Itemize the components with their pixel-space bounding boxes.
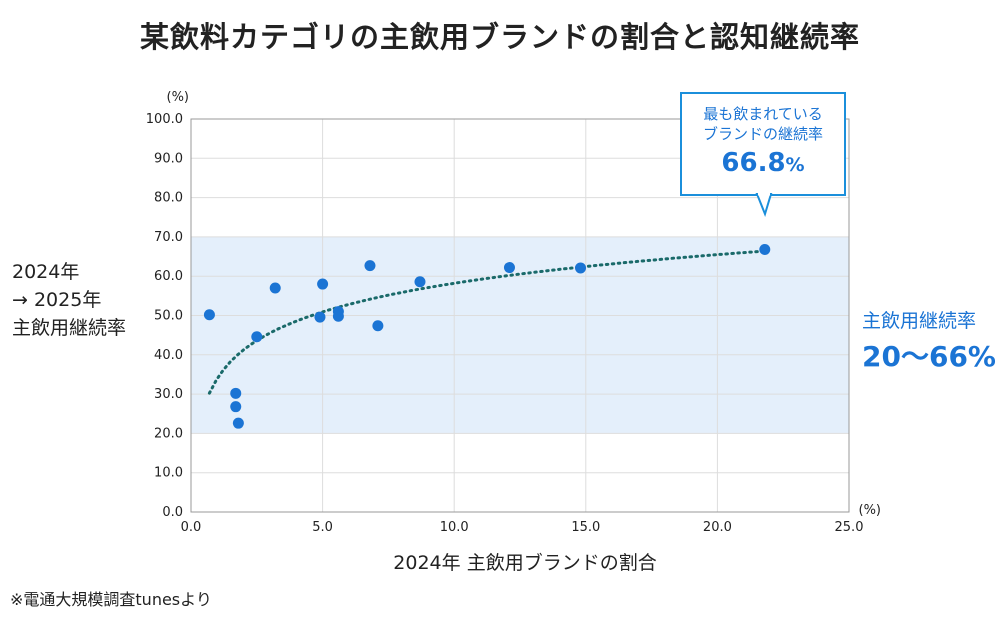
y-tick-label: 80.0: [154, 191, 183, 206]
y-tick-label: 30.0: [154, 387, 183, 402]
source-note: ※電通大規模調査tunesより: [10, 590, 212, 609]
y-tick-label: 50.0: [154, 309, 183, 324]
callout-value: 66.8%: [682, 148, 844, 178]
y-tick-label: 90.0: [154, 151, 183, 166]
x-tick-label: 25.0: [835, 520, 864, 535]
data-point: [203, 309, 215, 321]
trend-line: [207, 249, 767, 395]
data-point: [372, 320, 384, 332]
data-point: [364, 260, 376, 272]
y-tick-label: 60.0: [154, 269, 183, 284]
plot-frame: [190, 118, 850, 513]
data-point: [317, 278, 329, 290]
retention-range-label: 主飲用継続率 20〜66%: [862, 306, 996, 375]
top-brand-callout: 最も飲まれている ブランドの継続率 66.8%: [680, 92, 846, 196]
data-point: [575, 262, 587, 274]
x-axis-label: 2024年 主飲用ブランドの割合: [393, 552, 657, 574]
callout-line-2: ブランドの継続率: [702, 125, 823, 143]
y-axis-label: 2024年 → 2025年 主飲用継続率: [12, 258, 126, 342]
x-tick-label: 10.0: [440, 520, 469, 535]
y-tick-label: 100.0: [146, 112, 183, 127]
x-tick-label: 0.0: [181, 520, 202, 535]
x-tick-label: 15.0: [571, 520, 600, 535]
chart-title: 某飲料カテゴリの主飲用ブランドの割合と認知継続率: [139, 20, 860, 54]
x-tick-label: 5.0: [312, 520, 333, 535]
y-axis-label-line-1: 2024年: [12, 261, 80, 283]
data-point: [503, 262, 515, 274]
data-point: [332, 310, 344, 322]
y-tick-label: 0.0: [162, 505, 183, 520]
y-tick-label: 70.0: [154, 230, 183, 245]
data-point: [230, 401, 242, 413]
y-axis-label-line-3: 主飲用継続率: [12, 317, 127, 339]
y-axis-label-line-2: → 2025年: [12, 289, 102, 311]
data-point: [269, 282, 281, 294]
x-unit-label: (%): [859, 503, 882, 518]
callout-value-number: 66.8: [721, 148, 786, 178]
data-point: [314, 311, 326, 323]
y-unit-label: (%): [167, 90, 190, 105]
retention-range-value: 20〜66%: [862, 340, 996, 373]
y-tick-label: 10.0: [154, 466, 183, 481]
data-point: [232, 417, 244, 429]
data-point: [759, 243, 771, 255]
data-point: [230, 387, 242, 399]
x-tick-label: 20.0: [703, 520, 732, 535]
y-tick-label: 40.0: [154, 348, 183, 363]
data-point: [414, 276, 426, 288]
data-point: [251, 331, 263, 343]
highlight-band: [191, 236, 849, 434]
callout-value-unit: %: [785, 154, 805, 176]
y-tick-label: 20.0: [154, 426, 183, 441]
callout-line-1: 最も飲まれている: [703, 105, 823, 123]
retention-range-title: 主飲用継続率: [862, 310, 977, 332]
